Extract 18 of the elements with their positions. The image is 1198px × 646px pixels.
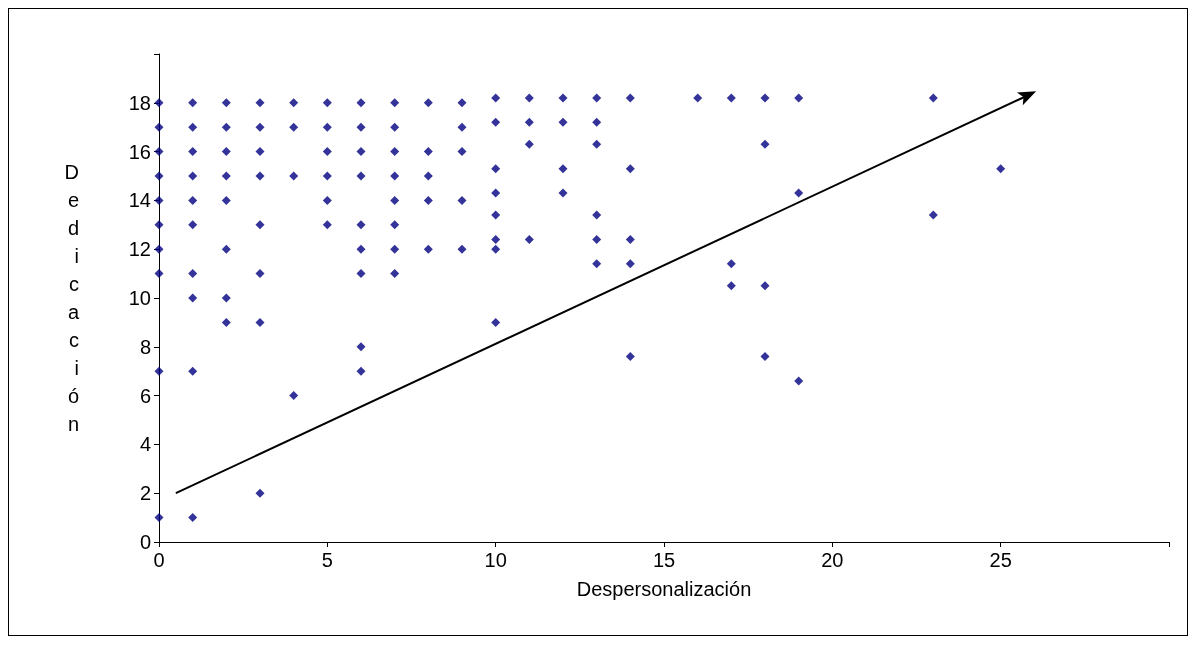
y-tick-label: 12 bbox=[128, 238, 151, 261]
x-tick-label: 25 bbox=[989, 549, 1012, 571]
x-axis-title: Despersonalización bbox=[576, 577, 752, 600]
x-tick-label: 5 bbox=[321, 549, 333, 571]
y-tick-label: 6 bbox=[139, 384, 151, 407]
y-tick-label: 0 bbox=[139, 531, 151, 553]
y-tick-label: 10 bbox=[128, 287, 151, 309]
x-tick-label: 10 bbox=[484, 549, 507, 571]
y-tick-label: 18 bbox=[128, 91, 151, 114]
y-tick-label: 16 bbox=[128, 140, 151, 163]
x-tick-label: 20 bbox=[821, 549, 844, 571]
x-tick-label: 15 bbox=[652, 549, 676, 571]
y-tick-label: 8 bbox=[139, 335, 151, 358]
y-tick-label: 4 bbox=[139, 433, 151, 456]
y-tick-label: 14 bbox=[128, 189, 151, 212]
x-tick-label: 0 bbox=[153, 549, 165, 571]
y-tick-label: 2 bbox=[139, 482, 151, 505]
text: Dedicación bbox=[64, 161, 79, 435]
